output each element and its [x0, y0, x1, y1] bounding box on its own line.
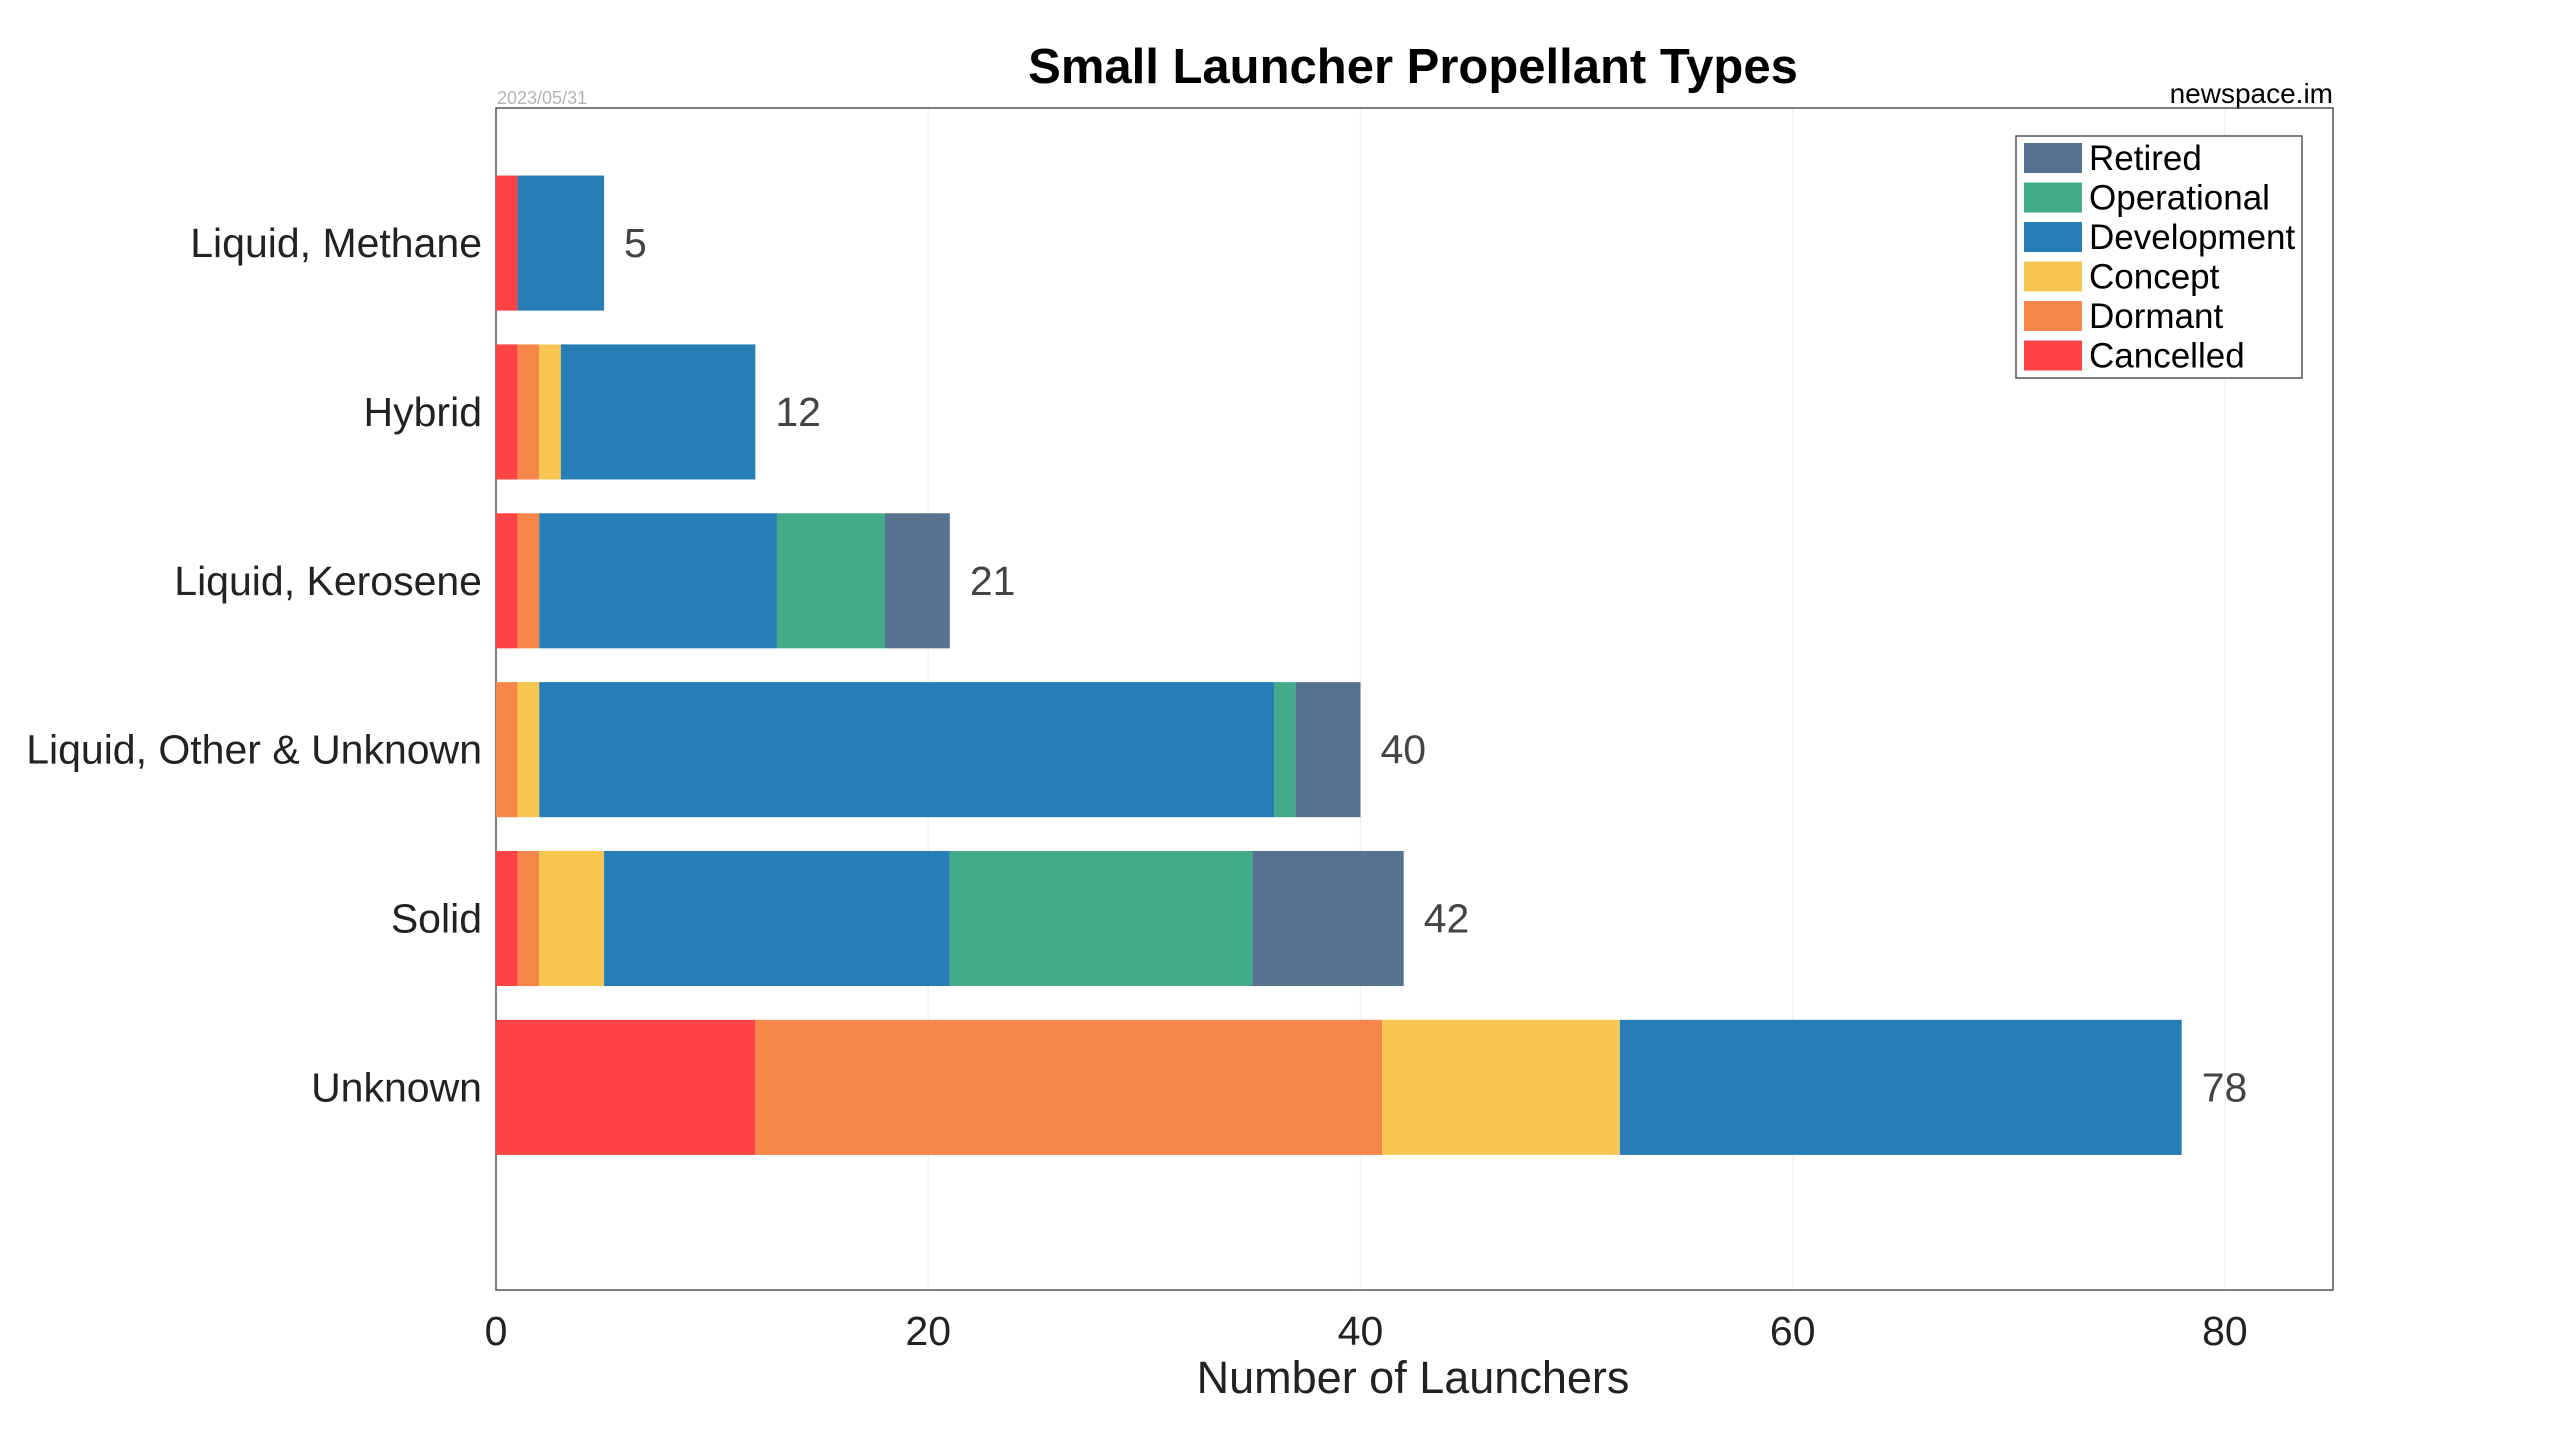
bars — [496, 175, 2182, 1155]
legend-swatch-retired — [2024, 143, 2082, 173]
bar-liquid-methane-cancelled — [496, 175, 518, 311]
bar-hybrid-cancelled — [496, 344, 518, 480]
bar-solid-cancelled — [496, 850, 518, 987]
bar-liquid-other-and-unknown-retired — [1295, 682, 1361, 818]
legend-swatch-operational — [2024, 182, 2082, 213]
bar-liquid-kerosene-dormant — [517, 513, 540, 649]
x-tick-label: 0 — [485, 1308, 508, 1354]
total-label: 12 — [775, 389, 821, 435]
x-axis-title: Number of Launchers — [1197, 1352, 1630, 1403]
total-label: 40 — [1380, 727, 1426, 773]
category-label: Unknown — [311, 1064, 482, 1110]
category-label: Solid — [391, 896, 482, 942]
bar-liquid-kerosene-development — [539, 513, 777, 649]
bar-unknown-cancelled — [496, 1019, 756, 1155]
labels: 0 20 40 60 80 Liquid, Methane 5 Hybrid 12 Liquid,… — [26, 220, 2248, 1354]
total-label: 78 — [2202, 1064, 2248, 1110]
legend-label-operational: Operational — [2089, 179, 2270, 218]
legend-label-cancelled: Cancelled — [2089, 337, 2245, 376]
bar-hybrid-concept — [539, 344, 561, 480]
legend-label-development: Development — [2089, 218, 2295, 257]
bar-liquid-methane-development — [517, 175, 605, 311]
legend-label-concept: Concept — [2089, 258, 2220, 297]
bar-liquid-kerosene-retired — [885, 513, 950, 649]
bar-unknown-dormant — [755, 1019, 1383, 1155]
bar-liquid-other-and-unknown-concept — [517, 682, 540, 818]
x-tick-label: 40 — [1338, 1308, 1384, 1354]
legend-swatch-concept — [2024, 261, 2082, 292]
bar-liquid-kerosene-operational — [776, 513, 886, 649]
category-label: Hybrid — [364, 389, 482, 435]
bar-liquid-kerosene-cancelled — [496, 513, 518, 649]
x-tick-label: 80 — [2202, 1308, 2248, 1354]
chart-title: Small Launcher Propellant Types — [1028, 40, 1798, 94]
category-label: Liquid, Other & Unknown — [26, 727, 482, 773]
bar-hybrid-dormant — [517, 344, 540, 480]
bar-hybrid-development — [560, 344, 756, 480]
chart-source: newspace.im — [2170, 78, 2333, 109]
bar-unknown-development — [1619, 1019, 2182, 1155]
category-label: Liquid, Kerosene — [174, 558, 482, 604]
x-tick-label: 60 — [1770, 1308, 1816, 1354]
legend-label-retired: Retired — [2089, 139, 2202, 178]
bar-solid-retired — [1252, 850, 1404, 987]
bar-solid-operational — [949, 850, 1253, 987]
bar-liquid-other-and-unknown-development — [539, 682, 1275, 818]
total-label: 42 — [1424, 896, 1470, 942]
category-label: Liquid, Methane — [190, 220, 482, 266]
legend: RetiredOperationalDevelopmentConceptDorm… — [2015, 135, 2303, 379]
legend-box — [2015, 135, 2303, 379]
legend-swatch-cancelled — [2024, 340, 2082, 371]
legend-swatch-development — [2024, 222, 2082, 252]
x-tick-label: 20 — [905, 1308, 951, 1354]
bar-solid-development — [604, 850, 950, 987]
bar-solid-dormant — [517, 850, 540, 987]
bar-solid-concept — [539, 850, 605, 987]
bar-liquid-other-and-unknown-dormant — [496, 682, 518, 818]
legend-label-dormant: Dormant — [2089, 297, 2223, 336]
bar-unknown-concept — [1382, 1019, 1620, 1155]
chart-date: 2023/05/31 — [497, 88, 587, 108]
total-label: 5 — [624, 220, 647, 266]
bar-liquid-other-and-unknown-operational — [1274, 682, 1296, 818]
total-label: 21 — [970, 558, 1016, 604]
legend-swatch-dormant — [2024, 301, 2082, 331]
